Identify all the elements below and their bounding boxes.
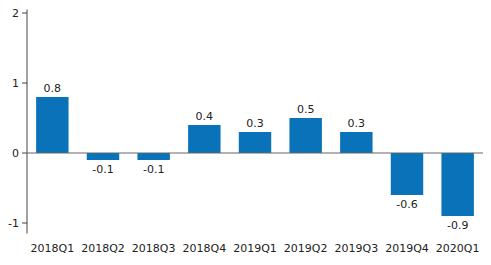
- zero-line: [27, 153, 483, 154]
- x-tick-label: 2018Q1: [31, 242, 75, 255]
- x-tick-label: 2019Q4: [385, 242, 429, 255]
- data-label: -0.1: [92, 163, 113, 176]
- y-tick: [22, 153, 27, 154]
- bar: [188, 125, 220, 153]
- y-tick-label: 2: [12, 7, 19, 20]
- chart-container: -1 0 1 2 0.8 -0.1 -0.1 0.4 0.3 0.5 0.3 -0.6 -0.9 2018…: [0, 0, 491, 265]
- x-tick-label: 2018Q3: [132, 242, 176, 255]
- y-tick-label: 0: [12, 147, 19, 160]
- bar: [340, 132, 372, 153]
- bar: [441, 153, 473, 216]
- y-tick: [22, 223, 27, 224]
- data-label: -0.9: [447, 219, 468, 232]
- y-axis-line: [27, 10, 28, 234]
- bar: [137, 153, 169, 160]
- y-tick: [22, 13, 27, 14]
- y-tick-label: 1: [12, 77, 19, 90]
- data-label: 0.5: [297, 103, 315, 116]
- bar: [87, 153, 119, 160]
- data-label: 0.3: [348, 117, 366, 130]
- data-label: 0.4: [196, 110, 214, 123]
- x-tick-label: 2019Q2: [284, 242, 328, 255]
- data-label: 0.3: [246, 117, 264, 130]
- y-tick-label: -1: [8, 217, 19, 230]
- data-label: 0.8: [44, 82, 62, 95]
- bar: [391, 153, 423, 195]
- y-tick: [22, 83, 27, 84]
- bar: [36, 97, 68, 153]
- x-tick-label: 2019Q3: [335, 242, 379, 255]
- chart-svg: -1 0 1 2 0.8 -0.1 -0.1 0.4 0.3 0.5 0.3 -0.6 -0.9 2018…: [0, 0, 491, 265]
- x-tick-label: 2018Q4: [183, 242, 227, 255]
- x-tick-label: 2020Q1: [436, 242, 480, 255]
- bar: [239, 132, 271, 153]
- x-tick-label: 2018Q2: [81, 242, 125, 255]
- data-label: -0.1: [143, 163, 164, 176]
- bar: [289, 118, 321, 153]
- x-tick-label: 2019Q1: [233, 242, 277, 255]
- data-label: -0.6: [396, 198, 417, 211]
- bars: [36, 97, 474, 216]
